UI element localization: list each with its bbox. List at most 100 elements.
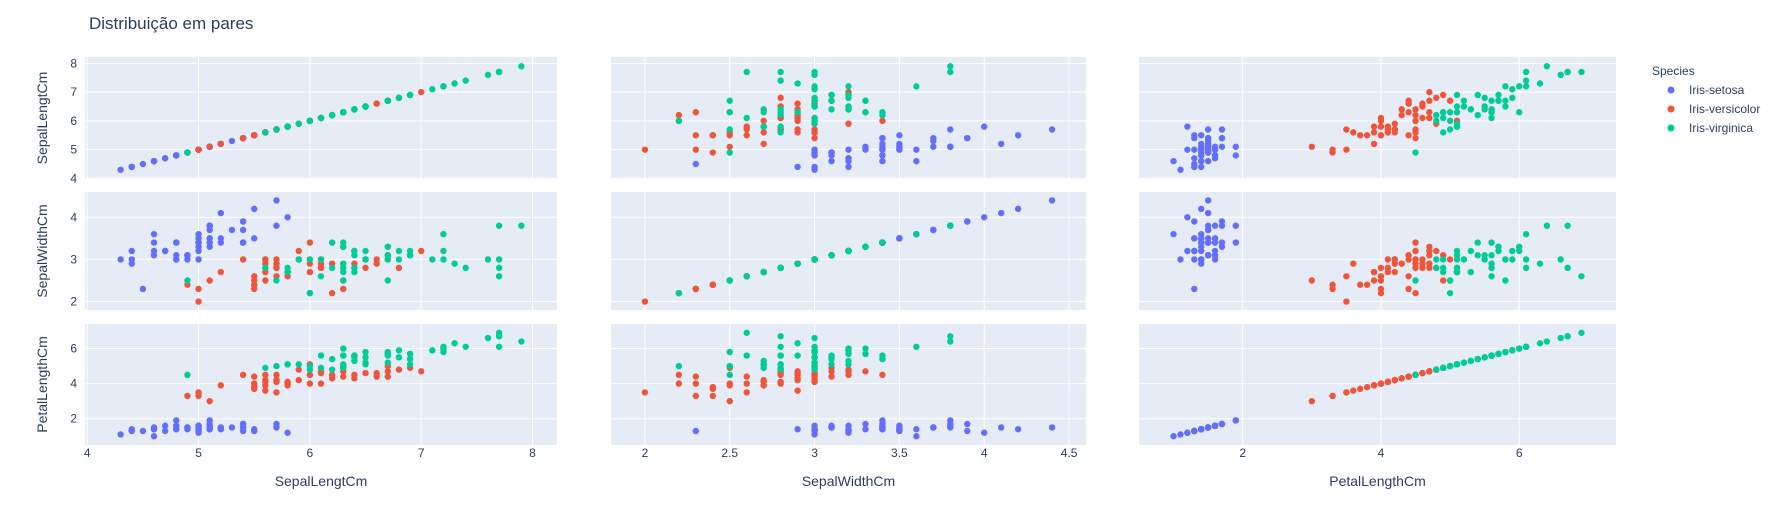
data-point-iris-setosa[interactable] (150, 426, 158, 433)
data-point-iris-virginica[interactable] (406, 361, 414, 368)
data-point-iris-virginica[interactable] (262, 264, 269, 272)
data-point-iris-versicolor[interactable] (1412, 289, 1419, 297)
data-point-iris-virginica[interactable] (406, 91, 414, 99)
data-point-iris-setosa[interactable] (195, 235, 202, 242)
data-point-iris-virginica[interactable] (1564, 68, 1571, 76)
data-point-iris-setosa[interactable] (1218, 420, 1226, 428)
data-point-iris-setosa[interactable] (1191, 155, 1198, 162)
data-point-iris-virginica[interactable] (1502, 83, 1509, 90)
data-point-iris-virginica[interactable] (262, 129, 269, 136)
data-point-iris-virginica[interactable] (284, 361, 291, 368)
data-point-iris-versicolor[interactable] (692, 132, 700, 139)
data-point-iris-setosa[interactable] (161, 155, 169, 162)
data-point-iris-virginica[interactable] (451, 340, 458, 347)
data-point-iris-versicolor[interactable] (1343, 126, 1350, 133)
data-point-iris-setosa[interactable] (879, 417, 886, 424)
data-point-iris-setosa[interactable] (1048, 424, 1056, 431)
data-point-iris-versicolor[interactable] (251, 380, 258, 387)
legend-item-iris-virginica[interactable]: Iris-virginica (1667, 121, 1754, 135)
data-point-iris-virginica[interactable] (384, 277, 391, 284)
data-point-iris-versicolor[interactable] (1426, 97, 1433, 104)
data-point-iris-setosa[interactable] (845, 163, 852, 171)
data-point-iris-virginica[interactable] (1502, 348, 1509, 356)
data-point-iris-setosa[interactable] (173, 426, 180, 433)
data-point-iris-setosa[interactable] (1170, 157, 1177, 165)
data-point-iris-versicolor[interactable] (195, 392, 202, 400)
data-point-iris-setosa[interactable] (1184, 123, 1191, 130)
data-point-iris-setosa[interactable] (150, 230, 158, 238)
data-point-iris-setosa[interactable] (930, 143, 937, 150)
data-point-iris-virginica[interactable] (340, 264, 347, 272)
data-point-iris-virginica[interactable] (1522, 343, 1530, 350)
data-point-iris-versicolor[interactable] (206, 397, 213, 405)
data-point-iris-setosa[interactable] (273, 222, 280, 229)
data-point-iris-virginica[interactable] (845, 94, 852, 102)
data-point-iris-virginica[interactable] (1488, 109, 1495, 116)
data-point-iris-setosa[interactable] (1198, 205, 1205, 213)
data-point-iris-virginica[interactable] (777, 361, 784, 368)
data-point-iris-virginica[interactable] (340, 239, 347, 246)
data-point-iris-virginica[interactable] (462, 77, 469, 84)
data-point-iris-versicolor[interactable] (760, 382, 767, 389)
data-point-iris-versicolor[interactable] (1419, 256, 1426, 263)
data-point-iris-virginica[interactable] (675, 289, 683, 297)
data-point-iris-versicolor[interactable] (1412, 239, 1419, 246)
data-point-iris-virginica[interactable] (351, 106, 358, 113)
data-point-iris-virginica[interactable] (777, 77, 784, 84)
data-point-iris-setosa[interactable] (1218, 126, 1226, 133)
data-point-iris-setosa[interactable] (173, 256, 180, 263)
data-point-iris-virginica[interactable] (328, 366, 336, 373)
data-point-iris-versicolor[interactable] (1446, 97, 1454, 104)
data-point-iris-virginica[interactable] (1495, 243, 1502, 250)
data-point-iris-virginica[interactable] (362, 359, 369, 366)
data-point-iris-virginica[interactable] (317, 114, 325, 122)
data-point-iris-versicolor[interactable] (692, 373, 700, 380)
data-point-iris-versicolor[interactable] (1439, 91, 1447, 99)
data-point-iris-virginica[interactable] (362, 348, 369, 356)
data-point-iris-versicolor[interactable] (692, 380, 700, 387)
data-point-iris-versicolor[interactable] (328, 289, 336, 297)
data-point-iris-versicolor[interactable] (760, 376, 767, 384)
data-point-iris-setosa[interactable] (1218, 243, 1226, 250)
data-point-iris-setosa[interactable] (947, 417, 954, 424)
data-point-iris-virginica[interactable] (184, 371, 191, 379)
data-point-iris-versicolor[interactable] (317, 380, 325, 387)
data-point-iris-setosa[interactable] (206, 222, 213, 229)
data-point-iris-virginica[interactable] (306, 366, 314, 373)
data-point-iris-virginica[interactable] (726, 277, 733, 284)
data-point-iris-versicolor[interactable] (845, 120, 852, 127)
data-point-iris-virginica[interactable] (495, 343, 503, 350)
data-point-iris-versicolor[interactable] (1419, 100, 1426, 107)
data-point-iris-versicolor[interactable] (1405, 132, 1412, 139)
data-point-iris-setosa[interactable] (239, 239, 247, 246)
data-point-iris-virginica[interactable] (794, 340, 801, 347)
data-point-iris-versicolor[interactable] (1343, 273, 1350, 280)
data-point-iris-virginica[interactable] (484, 334, 492, 342)
data-point-iris-versicolor[interactable] (1426, 109, 1433, 116)
data-point-iris-versicolor[interactable] (1384, 256, 1392, 263)
data-point-iris-virginica[interactable] (947, 68, 954, 76)
data-point-iris-setosa[interactable] (930, 137, 937, 145)
data-point-iris-virginica[interactable] (845, 357, 852, 365)
data-point-iris-virginica[interactable] (1467, 268, 1475, 276)
data-point-iris-virginica[interactable] (1433, 366, 1440, 373)
data-point-iris-setosa[interactable] (896, 235, 903, 242)
data-point-iris-versicolor[interactable] (384, 368, 391, 375)
data-point-iris-virginica[interactable] (1433, 256, 1440, 263)
data-point-iris-setosa[interactable] (1204, 126, 1212, 133)
data-point-iris-versicolor[interactable] (1426, 368, 1433, 375)
data-point-iris-virginica[interactable] (1446, 362, 1454, 370)
data-point-iris-virginica[interactable] (726, 109, 733, 116)
data-point-iris-virginica[interactable] (1446, 117, 1454, 125)
data-point-iris-virginica[interactable] (845, 106, 852, 113)
data-point-iris-virginica[interactable] (495, 222, 503, 229)
data-point-iris-versicolor[interactable] (362, 369, 369, 377)
data-point-iris-setosa[interactable] (1204, 209, 1212, 217)
data-point-iris-setosa[interactable] (1204, 149, 1212, 156)
data-point-iris-versicolor[interactable] (262, 371, 269, 379)
data-point-iris-versicolor[interactable] (760, 129, 767, 136)
data-point-iris-setosa[interactable] (1191, 247, 1198, 255)
data-point-iris-virginica[interactable] (777, 68, 784, 76)
data-point-iris-virginica[interactable] (1446, 109, 1454, 116)
data-point-iris-versicolor[interactable] (1377, 289, 1385, 297)
